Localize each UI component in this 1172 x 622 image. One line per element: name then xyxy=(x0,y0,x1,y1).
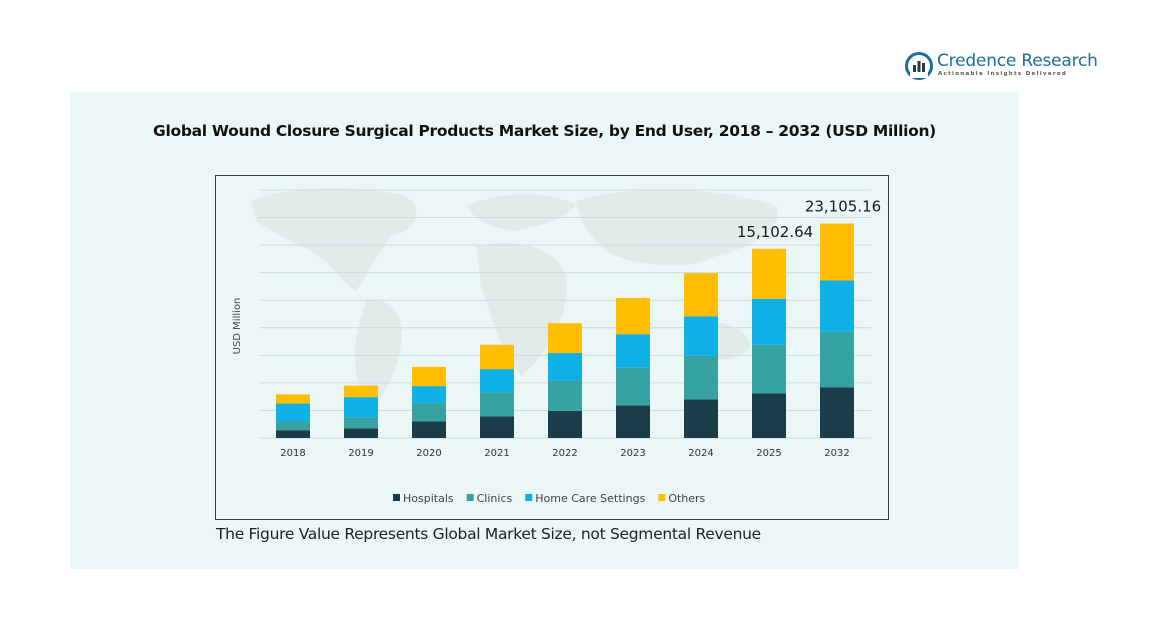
bar-segment-home-care-settings-2032 xyxy=(820,280,854,332)
bar-segment-others-2023 xyxy=(616,297,650,335)
data-labels: 15,102.64 23,105.16 xyxy=(737,198,881,241)
bar-segment-others-2019 xyxy=(344,385,378,398)
x-tick-label-2023: 2023 xyxy=(620,448,645,459)
y-axis-label: USD Million xyxy=(232,298,243,355)
x-tick-label-2021: 2021 xyxy=(484,448,509,459)
bar-segment-home-care-settings-2023 xyxy=(616,334,650,368)
brand-name: Credence Research xyxy=(937,51,1098,71)
x-tick-label-2018: 2018 xyxy=(280,448,305,459)
bar-segment-clinics-2018 xyxy=(276,421,310,431)
x-tick-label-2025: 2025 xyxy=(756,448,781,459)
legend-label-home-care-settings: Home Care Settings xyxy=(535,492,645,505)
bar-segment-clinics-2022 xyxy=(548,380,582,411)
bar-segment-hospitals-2024 xyxy=(684,399,718,438)
bar-segment-others-2032 xyxy=(820,223,854,281)
brand-logo: Credence Research Actionable Insights De… xyxy=(905,50,1098,84)
bar-segment-home-care-settings-2024 xyxy=(684,316,718,356)
brand-tagline: Actionable Insights Delivered xyxy=(938,71,1068,77)
x-tick-label-2020: 2020 xyxy=(416,448,441,459)
data-label-2025: 15,102.64 xyxy=(737,223,813,241)
bar-segment-others-2018 xyxy=(276,394,310,404)
bar-segment-home-care-settings-2022 xyxy=(548,353,582,381)
legend-swatch-home-care-settings xyxy=(525,494,533,501)
bar-segment-clinics-2024 xyxy=(684,355,718,400)
chart-title: Global Wound Closure Surgical Products M… xyxy=(153,122,936,140)
bar-segment-home-care-settings-2021 xyxy=(480,369,514,393)
bar-segment-hospitals-2023 xyxy=(616,405,650,438)
bar-segment-hospitals-2021 xyxy=(480,416,514,438)
bar-segment-home-care-settings-2025 xyxy=(752,298,786,345)
bar-segment-hospitals-2032 xyxy=(820,387,854,438)
bar-segment-hospitals-2022 xyxy=(548,410,582,438)
legend-swatch-others xyxy=(658,494,666,501)
bar-segment-clinics-2023 xyxy=(616,367,650,406)
bars xyxy=(276,223,854,438)
stacked-bar-chart: 2018 2019 2020 2021 2022 2023 2024 2025 2032 15,… xyxy=(232,188,881,505)
legend-swatch-hospitals xyxy=(393,494,400,501)
x-tick-label-2022: 2022 xyxy=(552,448,577,459)
x-tick-label-2019: 2019 xyxy=(348,448,373,459)
bar-segment-others-2022 xyxy=(548,323,582,354)
legend-swatch-clinics xyxy=(466,494,474,501)
x-tick-labels: 2018 2019 2020 2021 2022 2023 2024 2025 2032 xyxy=(280,448,849,459)
bar-segment-home-care-settings-2019 xyxy=(344,397,378,418)
credence-logo-icon xyxy=(905,52,933,80)
bar-segment-others-2024 xyxy=(684,273,718,317)
bar-segment-hospitals-2025 xyxy=(752,393,786,438)
bar-segment-clinics-2025 xyxy=(752,344,786,394)
chart-panel: Global Wound Closure Surgical Products M… xyxy=(70,92,1019,569)
bar-segment-clinics-2019 xyxy=(344,417,378,429)
chart-box: 2018 2019 2020 2021 2022 2023 2024 2025 2032 15,… xyxy=(215,175,889,520)
bar-segment-home-care-settings-2020 xyxy=(412,386,446,404)
legend-label-hospitals: Hospitals xyxy=(403,492,454,505)
chart-caption: The Figure Value Represents Global Marke… xyxy=(216,525,761,543)
legend-label-clinics: Clinics xyxy=(477,492,513,505)
bar-segment-hospitals-2019 xyxy=(344,428,378,438)
bar-segment-home-care-settings-2018 xyxy=(276,403,310,422)
data-label-2032: 23,105.16 xyxy=(805,198,881,216)
x-tick-label-2032: 2032 xyxy=(824,448,849,459)
bar-segment-clinics-2021 xyxy=(480,392,514,417)
legend-label-others: Others xyxy=(668,492,705,505)
x-tick-label-2024: 2024 xyxy=(688,448,713,459)
bar-segment-others-2020 xyxy=(412,366,446,387)
bar-segment-others-2021 xyxy=(480,344,514,370)
bar-segment-hospitals-2018 xyxy=(276,430,310,438)
bar-segment-hospitals-2020 xyxy=(412,421,446,438)
legend: Hospitals Clinics Home Care Settings Others xyxy=(393,492,706,505)
bar-segment-clinics-2032 xyxy=(820,331,854,388)
bar-segment-clinics-2020 xyxy=(412,403,446,422)
bar-segment-others-2025 xyxy=(752,248,786,299)
